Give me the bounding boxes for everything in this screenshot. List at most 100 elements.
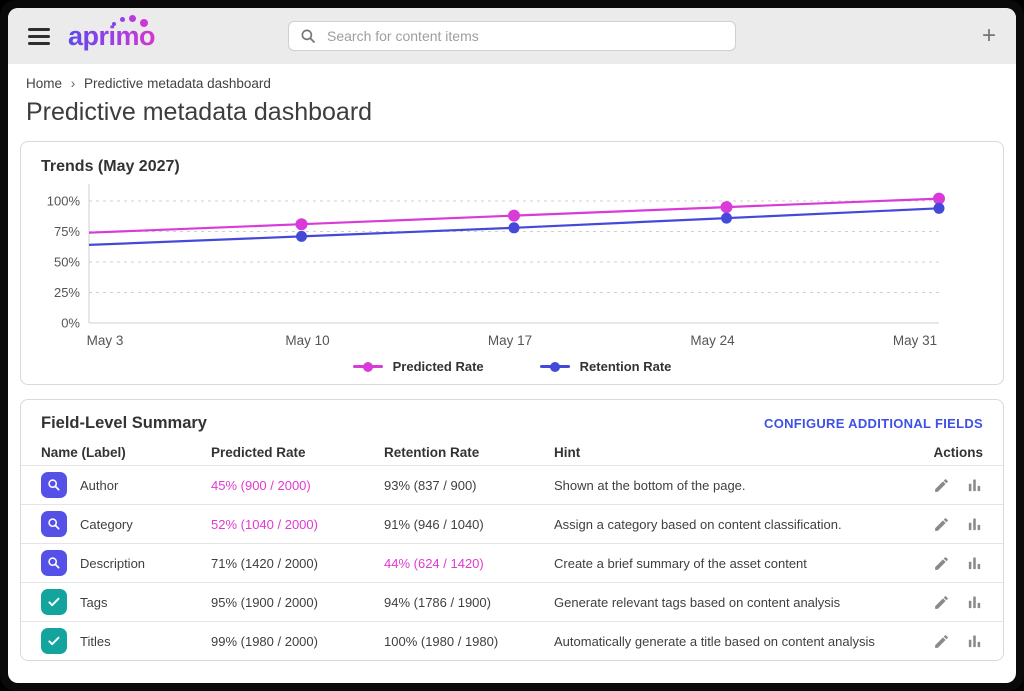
x-axis-tick-label: May 24 [690,333,735,348]
magnifier-icon [46,477,62,493]
legend-label: Predicted Rate [393,359,484,374]
cell-name: Category [41,511,211,537]
cell-actions [899,594,983,611]
breadcrumb-separator: › [71,76,76,91]
field-name-label: Author [80,478,118,493]
pencil-icon [933,516,950,533]
edit-button[interactable] [933,477,950,494]
y-axis-tick-label: 100% [47,194,81,209]
app-window: aprimo + Home › Predictive metadata dash… [8,8,1016,683]
cell-retention-rate: 91% (946 / 1040) [384,517,554,532]
bar-chart-icon [966,555,983,572]
pencil-icon [933,555,950,572]
cell-name: Author [41,472,211,498]
cell-name: Titles [41,628,211,654]
data-point [721,201,733,213]
field-name-label: Titles [80,634,111,649]
data-point [508,210,520,222]
stats-button[interactable] [966,594,983,611]
cell-predicted-rate: 52% (1040 / 2000) [211,517,384,532]
edit-button[interactable] [933,555,950,572]
search-box[interactable] [288,21,736,51]
data-point [296,218,308,230]
legend-marker [540,365,570,368]
cell-predicted-rate: 99% (1980 / 2000) [211,634,384,649]
pencil-icon [933,633,950,650]
bar-chart-icon [966,594,983,611]
breadcrumb-current: Predictive metadata dashboard [84,76,271,91]
cell-retention-rate: 93% (837 / 900) [384,478,554,493]
hamburger-menu-icon[interactable] [28,28,52,45]
cell-hint: Automatically generate a title based on … [554,634,899,649]
legend-label: Retention Rate [580,359,672,374]
bar-chart-icon [966,633,983,650]
cell-hint: Shown at the bottom of the page. [554,478,899,493]
top-bar: aprimo + [8,8,1016,64]
legend-item-retention-rate[interactable]: Retention Rate [540,359,672,374]
stats-button[interactable] [966,516,983,533]
cell-predicted-rate: 45% (900 / 2000) [211,478,384,493]
checkmark-icon [46,633,62,649]
table-body: Author 45% (900 / 2000)93% (837 / 900)Sho… [21,465,1003,660]
legend-dot [550,362,560,372]
table-row: Tags95% (1900 / 2000)94% (1786 / 1900)Ge… [21,582,1003,621]
chart-legend: Predicted Rate Retention Rate [21,359,1003,374]
logo-dot [112,22,116,26]
table-row: Description71% (1420 / 2000)44% (624 / 1… [21,543,1003,582]
breadcrumb-home-link[interactable]: Home [26,76,62,91]
edit-button[interactable] [933,516,950,533]
cell-actions [899,477,983,494]
data-point [509,222,520,233]
add-button[interactable]: + [978,24,1000,48]
cell-hint: Create a brief summary of the asset cont… [554,556,899,571]
aprimo-logo[interactable]: aprimo [68,23,155,50]
pencil-icon [933,594,950,611]
cell-predicted-rate: 95% (1900 / 2000) [211,595,384,610]
data-point [934,203,945,214]
field-search-icon [41,511,67,537]
legend-item-predicted-rate[interactable]: Predicted Rate [353,359,484,374]
cell-actions [899,633,983,650]
trends-chart-card: Trends (May 2027) 0%25%50%75%100%May 3Ma… [20,141,1004,385]
y-axis-tick-label: 75% [54,224,80,239]
configure-additional-fields-link[interactable]: CONFIGURE ADDITIONAL FIELDS [764,416,983,431]
trend-line-chart: 0%25%50%75%100%May 3May 10May 17May 24Ma… [21,180,1001,352]
column-header-predicted: Predicted Rate [211,445,384,460]
cell-predicted-rate: 71% (1420 / 2000) [211,556,384,571]
screen-frame: aprimo + Home › Predictive metadata dash… [0,0,1024,691]
bar-chart-icon [966,477,983,494]
logo-dot [120,17,125,22]
magnifier-icon [46,555,62,571]
cell-name: Tags [41,589,211,615]
magnifier-icon [46,516,62,532]
y-axis-tick-label: 50% [54,255,80,270]
edit-button[interactable] [933,633,950,650]
column-header-hint: Hint [554,445,899,460]
cell-actions [899,555,983,572]
field-check-icon [41,628,67,654]
x-axis-tick-label: May 3 [87,333,124,348]
x-axis-tick-label: May 10 [285,333,329,348]
search-input[interactable] [325,27,725,45]
page-title: Predictive metadata dashboard [26,98,1016,127]
x-axis-tick-label: May 31 [893,333,937,348]
field-summary-card: Field-Level Summary CONFIGURE ADDITIONAL… [20,399,1004,661]
edit-button[interactable] [933,594,950,611]
column-header-actions: Actions [899,445,983,460]
breadcrumb: Home › Predictive metadata dashboard [26,76,1016,91]
checkmark-icon [46,594,62,610]
logo-dot [140,19,148,27]
stats-button[interactable] [966,477,983,494]
stats-button[interactable] [966,633,983,650]
legend-dot [363,362,373,372]
field-search-icon [41,472,67,498]
bar-chart-icon [966,516,983,533]
field-search-icon [41,550,67,576]
stats-button[interactable] [966,555,983,572]
y-axis-tick-label: 25% [54,285,80,300]
cell-retention-rate: 100% (1980 / 1980) [384,634,554,649]
table-row: Category52% (1040 / 2000)91% (946 / 1040… [21,504,1003,543]
column-header-retention: Retention Rate [384,445,554,460]
cell-name: Description [41,550,211,576]
logo-dot [129,15,136,22]
